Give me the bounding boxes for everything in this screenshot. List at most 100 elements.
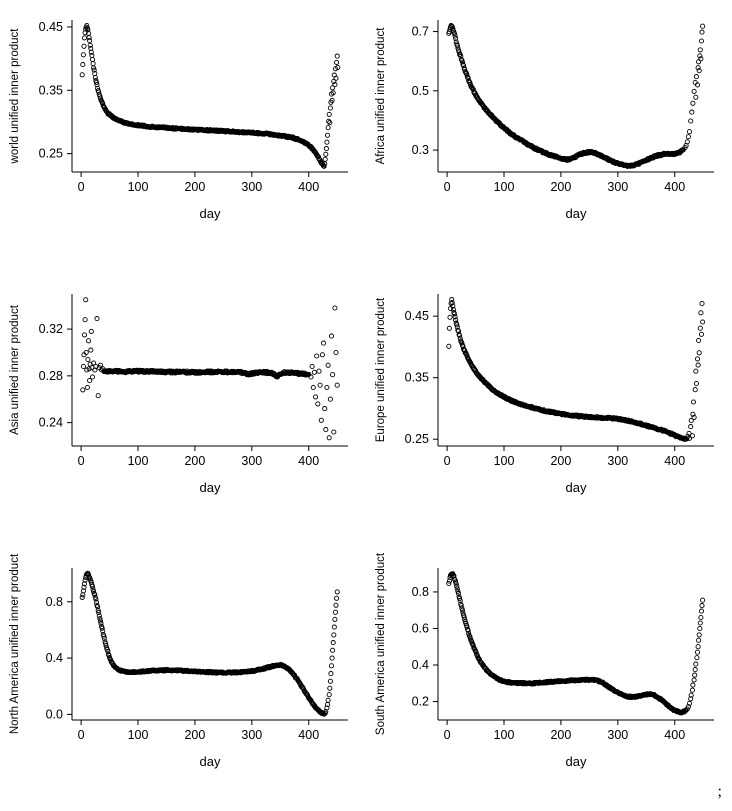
- data-point: [88, 49, 94, 55]
- chart-world: 0 100 200 300 400 0.25 0.35 0.45 day world unifie…: [9, 20, 348, 221]
- data-point: [689, 433, 695, 439]
- x-tick-label: 300: [241, 728, 262, 742]
- data-point: [89, 374, 96, 380]
- x-tick-label: 300: [607, 728, 628, 742]
- data-point: [324, 139, 330, 145]
- y-axis-title: Asia unified inner product: [9, 304, 21, 435]
- data-point: [453, 317, 459, 323]
- x-tick-label: 200: [184, 728, 205, 742]
- data-point: [326, 118, 332, 124]
- data-point: [691, 88, 697, 94]
- data-point: [87, 42, 93, 48]
- x-tick-label: 200: [184, 454, 205, 468]
- data-point: [324, 705, 330, 711]
- y-axis-title: world unified inner product: [9, 28, 21, 165]
- data-point: [696, 637, 702, 643]
- data-point: [326, 692, 332, 698]
- data-point: [688, 118, 694, 124]
- data-point: [90, 586, 96, 592]
- y-tick-label: 0.24: [39, 416, 63, 430]
- x-tick-label: 300: [241, 180, 262, 194]
- data-point: [451, 30, 458, 37]
- x-axis-title: day: [200, 480, 221, 495]
- data-point: [90, 61, 96, 67]
- data-point: [696, 68, 702, 74]
- data-point: [329, 97, 335, 103]
- data-point: [688, 692, 694, 698]
- data-point: [690, 682, 696, 688]
- data-point: [310, 384, 316, 391]
- x-axis-title: day: [566, 480, 587, 495]
- y-tick-label: 0.3: [412, 143, 429, 157]
- x-tick-label: 300: [607, 454, 628, 468]
- data-points: [446, 571, 706, 716]
- data-point: [700, 597, 706, 603]
- chart-panel-world: 0 100 200 300 400 0.25 0.35 0.45 day world unifie…: [0, 6, 366, 256]
- x-tick-label: 400: [298, 454, 319, 468]
- data-point: [692, 387, 698, 393]
- trailing-semicolon: ;: [717, 783, 722, 800]
- data-point: [329, 655, 335, 661]
- data-point: [100, 366, 106, 372]
- x-tick-label: 200: [184, 180, 205, 194]
- data-point: [465, 74, 471, 81]
- x-axis-title: day: [566, 206, 587, 221]
- data-point: [330, 90, 336, 96]
- x-tick-label: 0: [444, 728, 451, 742]
- data-point: [697, 620, 703, 626]
- data-point: [86, 366, 92, 372]
- data-point: [454, 43, 460, 49]
- data-point: [465, 627, 471, 634]
- x-tick-label: 400: [664, 180, 685, 194]
- data-point: [689, 687, 695, 693]
- data-point: [93, 79, 100, 85]
- data-point: [313, 394, 319, 400]
- data-point: [449, 300, 455, 306]
- data-point: [455, 328, 462, 334]
- data-point: [322, 156, 328, 162]
- data-point: [89, 583, 96, 589]
- data-point: [87, 38, 93, 44]
- data-point: [457, 332, 463, 339]
- data-point: [698, 614, 704, 621]
- data-point: [318, 417, 324, 423]
- data-point: [686, 700, 693, 706]
- data-point: [454, 583, 460, 590]
- data-point: [469, 640, 475, 646]
- x-tick-label: 400: [664, 454, 685, 468]
- data-point: [323, 151, 329, 157]
- data-point: [81, 35, 88, 41]
- data-point: [83, 349, 89, 356]
- data-point: [451, 311, 458, 317]
- data-point: [80, 52, 86, 58]
- data-point: [93, 596, 99, 602]
- data-point: [694, 356, 701, 362]
- x-tick-label: 100: [494, 728, 515, 742]
- data-point: [697, 47, 703, 53]
- x-tick-label: 100: [128, 454, 149, 468]
- data-point: [453, 579, 459, 585]
- data-point: [695, 65, 701, 71]
- data-point: [80, 363, 86, 370]
- data-point: [79, 594, 85, 600]
- y-axis-title: Europe unified inner product: [375, 297, 387, 442]
- data-point: [91, 65, 97, 71]
- data-point: [331, 624, 337, 630]
- x-tick-label: 200: [550, 180, 571, 194]
- y-tick-label: 0.2: [412, 695, 429, 709]
- data-point: [85, 356, 91, 363]
- data-point: [327, 120, 333, 126]
- y-tick-label: 0.8: [412, 585, 429, 599]
- data-point: [88, 328, 94, 334]
- y-tick-label: 0.45: [405, 309, 429, 323]
- data-point: [89, 56, 96, 63]
- data-point: [330, 640, 336, 646]
- data-point: [314, 353, 320, 359]
- y-tick-label: 0.28: [39, 369, 63, 383]
- data-point: [91, 588, 97, 595]
- data-point: [470, 643, 476, 649]
- data-points: [446, 23, 706, 169]
- data-point: [446, 343, 452, 349]
- data-point: [331, 429, 337, 435]
